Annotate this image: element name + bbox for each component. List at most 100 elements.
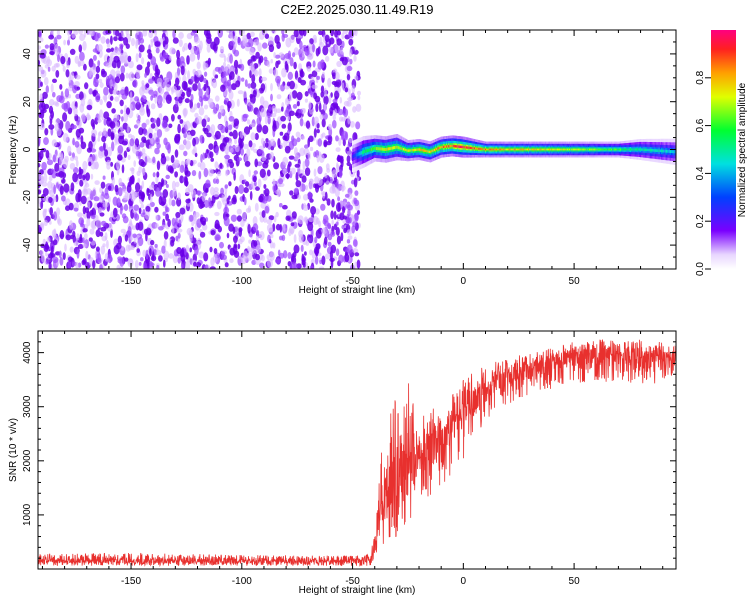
- noise-speckle: [248, 104, 254, 112]
- noise-speckle: [302, 194, 309, 201]
- noise-speckle: [280, 84, 285, 92]
- noise-speckle: [309, 38, 314, 45]
- signal-band-strip: [623, 148, 626, 151]
- signal-band-strip: [432, 149, 435, 152]
- signal-band-strip: [513, 148, 516, 151]
- noise-speckle: [279, 203, 283, 208]
- noise-speckle: [227, 104, 230, 113]
- noise-speckle: [178, 219, 182, 227]
- signal-band-strip: [584, 148, 587, 151]
- noise-speckle: [141, 80, 145, 86]
- noise-speckle: [296, 91, 303, 101]
- noise-speckle: [56, 128, 62, 137]
- noise-speckle: [337, 202, 341, 212]
- noise-speckle: [304, 167, 311, 177]
- noise-speckle: [69, 220, 73, 230]
- noise-speckle: [163, 231, 169, 240]
- noise-speckle: [50, 245, 54, 256]
- signal-band-strip: [536, 148, 539, 151]
- noise-speckle: [332, 115, 336, 121]
- noise-speckle: [291, 135, 295, 143]
- noise-speckle: [118, 90, 121, 98]
- signal-band-strip: [500, 148, 503, 151]
- signal-band-strip: [569, 148, 571, 151]
- noise-speckle: [191, 149, 196, 155]
- noise-speckle: [322, 227, 327, 235]
- noise-speckle: [178, 144, 185, 151]
- y-tick-label: 0: [22, 146, 33, 152]
- noise-speckle: [119, 43, 124, 48]
- noise-speckle: [82, 243, 87, 248]
- noise-speckle: [119, 207, 123, 215]
- signal-band-strip: [352, 154, 354, 159]
- signal-band-strip: [451, 144, 454, 148]
- noise-speckle: [203, 83, 207, 92]
- signal-band-strip: [600, 148, 602, 151]
- noise-speckle: [50, 168, 55, 174]
- signal-band-strip: [371, 147, 374, 151]
- signal-band-strip: [440, 145, 443, 149]
- noise-speckle: [182, 75, 187, 83]
- signal-band-strip: [671, 150, 673, 153]
- noise-speckle: [123, 150, 128, 158]
- noise-speckle: [136, 120, 140, 127]
- noise-speckle: [60, 154, 64, 163]
- signal-band-strip: [521, 148, 524, 151]
- noise-speckle: [104, 149, 109, 157]
- noise-speckle: [228, 90, 234, 100]
- noise-speckle: [186, 227, 193, 236]
- noise-speckle: [289, 190, 294, 196]
- noise-speckle: [184, 170, 191, 177]
- signal-band-strip: [458, 145, 461, 148]
- noise-speckle: [327, 77, 332, 88]
- noise-speckle: [145, 249, 149, 260]
- noise-speckle: [336, 221, 339, 226]
- noise-speckle: [43, 173, 48, 183]
- noise-speckle: [303, 148, 310, 156]
- noise-speckle: [267, 106, 272, 112]
- noise-speckle: [133, 160, 136, 168]
- noise-speckle: [247, 83, 252, 89]
- noise-speckle: [182, 46, 185, 53]
- noise-speckle: [354, 213, 359, 221]
- noise-speckle: [135, 101, 141, 111]
- noise-speckle: [101, 70, 107, 78]
- noise-speckle: [153, 132, 157, 141]
- noise-speckle: [112, 89, 119, 95]
- signal-band-strip: [610, 148, 612, 151]
- signal-band-strip: [540, 148, 543, 151]
- signal-band-strip: [437, 147, 440, 150]
- signal-band-strip: [389, 147, 392, 151]
- noise-speckle: [344, 87, 349, 93]
- noise-speckle: [41, 181, 48, 187]
- noise-speckle: [101, 235, 107, 242]
- noise-speckle: [62, 112, 68, 122]
- noise-speckle: [121, 246, 125, 251]
- noise-speckle: [275, 211, 279, 218]
- noise-speckle: [279, 131, 284, 136]
- noise-speckle: [236, 157, 242, 162]
- noise-speckle: [331, 183, 336, 192]
- noise-speckle: [315, 247, 319, 257]
- noise-speckle: [40, 109, 45, 119]
- noise-speckle: [220, 75, 227, 84]
- noise-speckle: [67, 145, 72, 154]
- noise-speckle: [253, 148, 258, 153]
- noise-speckle: [192, 83, 198, 92]
- noise-speckle: [84, 233, 88, 240]
- noise-speckle: [92, 187, 97, 197]
- noise-speckle: [289, 57, 294, 67]
- signal-band-strip: [385, 148, 387, 151]
- noise-speckle: [114, 136, 118, 146]
- noise-speckle: [324, 191, 328, 201]
- noise-speckle: [257, 42, 262, 52]
- signal-band-strip: [556, 148, 559, 151]
- noise-speckle: [174, 171, 179, 178]
- noise-speckle: [130, 38, 136, 47]
- noise-speckle: [52, 256, 59, 264]
- noise-speckle: [193, 261, 197, 267]
- noise-speckle: [236, 215, 242, 222]
- noise-speckle: [157, 99, 161, 106]
- noise-speckle: [346, 229, 353, 235]
- noise-speckle: [268, 44, 275, 53]
